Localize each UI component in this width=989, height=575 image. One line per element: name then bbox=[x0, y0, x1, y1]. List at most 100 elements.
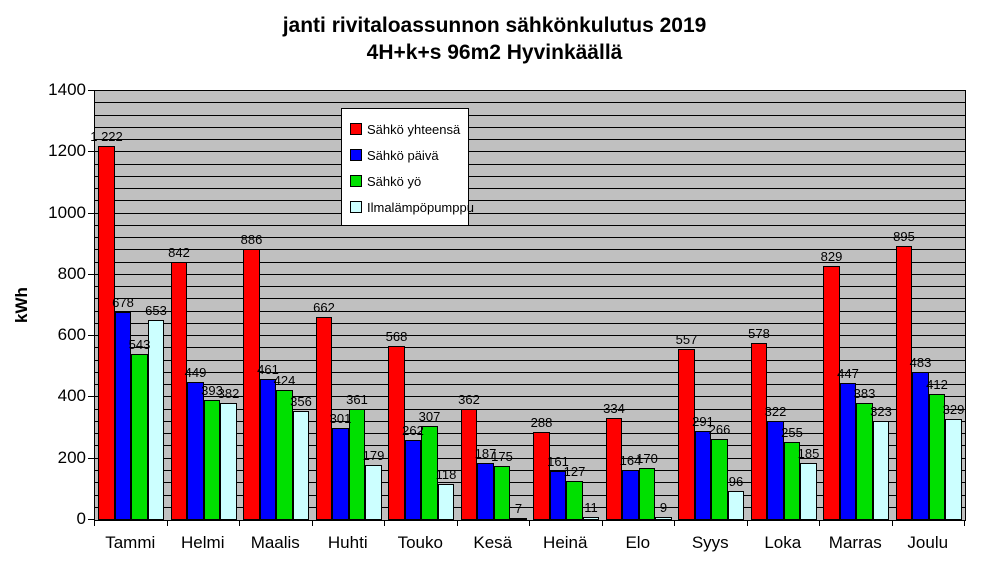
bar-value-label: 578 bbox=[748, 325, 770, 341]
x-axis-tick bbox=[746, 520, 748, 526]
x-axis-tick bbox=[456, 520, 458, 526]
bar-value-label: 653 bbox=[145, 302, 167, 318]
y-axis-tick bbox=[88, 519, 94, 520]
x-axis-tick bbox=[819, 520, 820, 526]
bar-value-label: 187 bbox=[474, 445, 497, 461]
bar-value-label: 361 bbox=[346, 392, 368, 408]
bar-shk-piv bbox=[404, 439, 422, 520]
bar-value-label: 382 bbox=[217, 385, 240, 401]
gridline bbox=[95, 384, 965, 386]
gridline bbox=[95, 175, 965, 177]
y-axis-tick bbox=[88, 457, 94, 459]
y-axis-tick bbox=[88, 212, 94, 214]
bar-ilmalmppumppu bbox=[510, 517, 527, 520]
gridline bbox=[95, 286, 965, 288]
bar-shk-piv bbox=[477, 462, 494, 520]
bar-value-label: 895 bbox=[893, 228, 915, 244]
y-axis-tick-label: 800 bbox=[57, 263, 86, 283]
bar-value-label: 170 bbox=[636, 450, 658, 466]
gridline bbox=[95, 347, 965, 349]
bar-shk-y bbox=[566, 481, 583, 520]
legend: Sähkö yhteensä Sähkö päivä Sähkö yö Ilmaläm… bbox=[341, 108, 474, 226]
y-axis-tick-label: 1000 bbox=[48, 202, 86, 222]
bar-value-label: 557 bbox=[675, 332, 698, 348]
x-axis-category-label: Syys bbox=[691, 533, 729, 552]
bar-value-label: 886 bbox=[240, 231, 263, 247]
bar-value-label: 185 bbox=[797, 446, 820, 462]
legend-label: Ilmalämpöpumppu bbox=[367, 199, 474, 215]
x-axis-tick bbox=[311, 520, 313, 526]
bar-ilmalmppumppu bbox=[147, 319, 165, 520]
gridline bbox=[95, 200, 965, 202]
bar-value-label: 424 bbox=[273, 373, 296, 389]
legend-swatch-shk-piv bbox=[350, 149, 362, 161]
bar-shk-yhteens bbox=[678, 349, 695, 520]
legend-item: Sähkö yhteensä bbox=[350, 116, 468, 142]
gridline bbox=[95, 261, 965, 263]
gridline bbox=[95, 139, 965, 141]
gridline bbox=[95, 237, 965, 239]
gridline bbox=[95, 249, 965, 251]
x-axis-category-label: Heinä bbox=[543, 533, 588, 552]
bar-shk-y bbox=[493, 466, 511, 520]
bar-value-label: 334 bbox=[603, 400, 625, 416]
y-axis-tick-label: 1400 bbox=[48, 80, 86, 99]
bar-shk-y bbox=[348, 409, 366, 520]
bar-shk-y bbox=[203, 399, 221, 520]
bar-shk-yhteens bbox=[243, 248, 260, 520]
legend-swatch-shk-yhteens bbox=[350, 123, 362, 135]
y-axis-tick-label: 0 bbox=[76, 509, 86, 528]
bar-value-label: 362 bbox=[458, 392, 480, 408]
gridline bbox=[95, 396, 965, 398]
gridline bbox=[95, 445, 965, 447]
legend-item: Ilmalämpöpumppu bbox=[350, 194, 474, 220]
bar-value-label: 11 bbox=[584, 499, 598, 515]
bar-shk-yhteens bbox=[460, 409, 478, 520]
x-axis-category-label: Joulu bbox=[907, 533, 949, 552]
x-axis-category-label: Kesä bbox=[473, 533, 513, 552]
legend-label: Sähkö yö bbox=[367, 173, 422, 189]
x-axis-category-label: Tammi bbox=[105, 533, 156, 552]
gridline bbox=[95, 212, 965, 214]
x-axis-category-label: Helmi bbox=[181, 533, 225, 552]
bar-shk-piv bbox=[187, 382, 204, 520]
bar-value-label: 301 bbox=[329, 410, 352, 426]
gridline bbox=[95, 482, 965, 484]
gridline bbox=[95, 506, 965, 508]
bar-shk-piv bbox=[767, 421, 784, 520]
bar-shk-y bbox=[928, 393, 946, 520]
bar-shk-yhteens bbox=[823, 265, 840, 520]
bar-shk-piv bbox=[622, 469, 639, 520]
bar-value-label: 543 bbox=[128, 336, 151, 352]
bar-shk-y bbox=[711, 438, 728, 520]
bar-value-label: 9 bbox=[659, 500, 668, 516]
bar-ilmalmppumppu bbox=[872, 421, 890, 520]
gridline bbox=[95, 224, 965, 226]
legend-swatch-ilmalmppumppu bbox=[350, 201, 362, 213]
bar-value-label: 175 bbox=[491, 449, 513, 465]
gridline bbox=[95, 310, 965, 312]
bar-shk-piv bbox=[114, 312, 132, 520]
chart-title-line1: janti rivitaloassunnon sähkönkulutus 201… bbox=[282, 14, 707, 37]
bar-value-label: 96 bbox=[728, 473, 744, 489]
gridline bbox=[95, 273, 965, 275]
legend-swatch-shk-y bbox=[350, 175, 362, 187]
bar-ilmalmppumppu bbox=[655, 517, 672, 520]
y-axis-tick bbox=[88, 90, 94, 91]
bar-value-label: 323 bbox=[870, 404, 892, 420]
bar-ilmalmppumppu bbox=[800, 463, 817, 520]
x-axis-category-label: Maalis bbox=[250, 533, 300, 552]
bar-shk-piv bbox=[259, 378, 277, 520]
gridline bbox=[95, 114, 965, 116]
bar-value-label: 383 bbox=[853, 385, 876, 401]
y-axis-tick bbox=[88, 151, 94, 153]
bar-ilmalmppumppu bbox=[365, 465, 382, 520]
bar-value-label: 1 222 bbox=[90, 128, 123, 144]
bar-value-label: 7 bbox=[514, 500, 523, 516]
gridline bbox=[95, 102, 965, 104]
gridline bbox=[95, 359, 965, 361]
bar-ilmalmppumppu bbox=[582, 516, 600, 520]
gridline bbox=[95, 469, 965, 471]
y-axis-title: kWh bbox=[12, 287, 31, 323]
bar-value-label: 255 bbox=[781, 424, 803, 440]
